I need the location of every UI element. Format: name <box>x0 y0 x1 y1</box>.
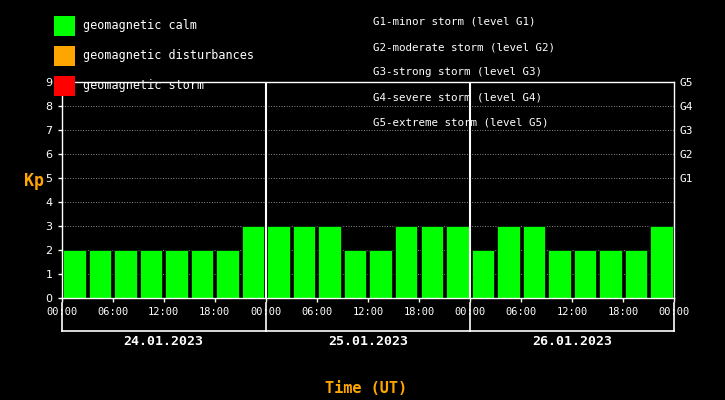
Bar <box>318 226 341 298</box>
Bar <box>573 250 596 298</box>
Bar <box>548 250 571 298</box>
Y-axis label: Kp: Kp <box>25 172 44 190</box>
Bar <box>523 226 545 298</box>
Bar <box>370 250 392 298</box>
Text: geomagnetic storm: geomagnetic storm <box>83 80 204 92</box>
Bar <box>625 250 647 298</box>
Bar <box>497 226 520 298</box>
Bar <box>420 226 443 298</box>
Text: G4-severe storm (level G4): G4-severe storm (level G4) <box>373 93 542 103</box>
Bar <box>293 226 315 298</box>
Bar <box>650 226 673 298</box>
Bar <box>446 226 468 298</box>
Text: Time (UT): Time (UT) <box>325 381 407 396</box>
Text: geomagnetic disturbances: geomagnetic disturbances <box>83 50 254 62</box>
Text: G5-extreme storm (level G5): G5-extreme storm (level G5) <box>373 118 549 128</box>
Bar <box>599 250 621 298</box>
Text: geomagnetic calm: geomagnetic calm <box>83 20 197 32</box>
Bar <box>88 250 111 298</box>
Bar <box>216 250 239 298</box>
Bar <box>242 226 265 298</box>
Bar <box>344 250 366 298</box>
Bar <box>63 250 86 298</box>
Bar <box>191 250 213 298</box>
Bar <box>140 250 162 298</box>
Text: G2-moderate storm (level G2): G2-moderate storm (level G2) <box>373 42 555 52</box>
Bar <box>165 250 188 298</box>
Text: G3-strong storm (level G3): G3-strong storm (level G3) <box>373 68 542 78</box>
Bar <box>471 250 494 298</box>
Bar <box>115 250 137 298</box>
Text: 25.01.2023: 25.01.2023 <box>328 335 408 348</box>
Text: 26.01.2023: 26.01.2023 <box>532 335 612 348</box>
Bar <box>268 226 290 298</box>
Text: G1-minor storm (level G1): G1-minor storm (level G1) <box>373 17 536 27</box>
Bar <box>395 226 418 298</box>
Text: 24.01.2023: 24.01.2023 <box>124 335 204 348</box>
